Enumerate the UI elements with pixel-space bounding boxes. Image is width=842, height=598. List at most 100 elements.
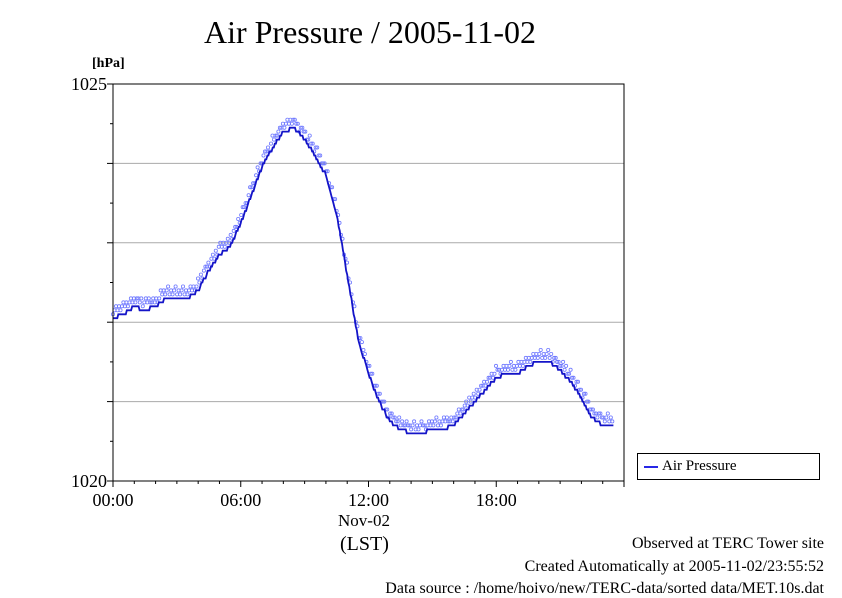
data-point (255, 165, 260, 170)
data-point (148, 300, 153, 305)
data-point (564, 363, 569, 368)
data-point (555, 359, 560, 364)
data-point (377, 391, 382, 396)
data-point (556, 359, 561, 364)
data-point (382, 399, 387, 404)
data-point (303, 129, 308, 134)
data-point (546, 347, 551, 352)
data-point (547, 355, 552, 360)
data-point (565, 371, 570, 376)
data-point (243, 201, 248, 206)
footer-observed: Observed at TERC Tower site (631, 535, 824, 552)
data-point (412, 419, 417, 424)
data-point (596, 411, 601, 416)
data-point (416, 427, 421, 432)
data-point (453, 415, 458, 420)
data-point (225, 236, 230, 241)
data-point (313, 145, 318, 150)
x-tick-label: 00:00 (92, 490, 133, 510)
data-point (486, 375, 491, 380)
data-point (251, 181, 256, 186)
data-point (262, 149, 267, 154)
data-point (249, 185, 254, 190)
data-point (318, 153, 323, 158)
data-point (450, 419, 455, 424)
data-point (294, 121, 299, 126)
data-point (210, 252, 215, 257)
data-point (559, 363, 564, 368)
data-point (179, 288, 184, 293)
data-point (401, 423, 406, 428)
data-point (452, 415, 457, 420)
data-point (610, 419, 615, 424)
data-point (438, 423, 443, 428)
data-point (231, 228, 236, 233)
data-point (137, 300, 142, 305)
data-point (291, 117, 296, 122)
data-point (301, 129, 306, 134)
data-point (140, 304, 145, 309)
data-point (180, 284, 185, 289)
y-tick-label: 1025 (71, 74, 107, 94)
data-point (605, 411, 610, 416)
data-point (583, 391, 588, 396)
x-tick-label: 06:00 (220, 490, 261, 510)
data-point (602, 419, 607, 424)
data-point (374, 383, 379, 388)
data-point (310, 141, 315, 146)
observation-points (111, 117, 615, 432)
data-point (203, 264, 208, 269)
data-point (406, 423, 411, 428)
data-point (538, 347, 543, 352)
data-point (233, 224, 238, 229)
data-point (228, 232, 233, 237)
data-point (520, 363, 525, 368)
data-point (239, 212, 244, 217)
data-point (553, 355, 558, 360)
data-point (125, 304, 130, 309)
data-point (477, 387, 482, 392)
data-point (599, 415, 604, 420)
data-point (265, 145, 270, 150)
x-tick-label: 18:00 (476, 490, 517, 510)
axis-ticks: 00:00 06:00 12:00 18:00 1020 1025 (71, 74, 625, 510)
data-point (367, 363, 372, 368)
data-point (397, 415, 402, 420)
data-point (459, 407, 464, 412)
data-point (404, 419, 409, 424)
data-point (528, 359, 533, 364)
data-point (395, 419, 400, 424)
data-point (194, 284, 199, 289)
data-point (537, 351, 542, 356)
data-point (248, 185, 253, 190)
data-point (359, 340, 364, 345)
data-point (595, 415, 600, 420)
data-point (236, 216, 241, 221)
data-point (195, 276, 200, 281)
data-point (571, 375, 576, 380)
data-point (568, 367, 573, 372)
data-point (543, 355, 548, 360)
data-point (173, 284, 178, 289)
legend: Air Pressure (637, 453, 820, 480)
data-point (273, 133, 278, 138)
data-point (309, 141, 314, 146)
y-unit-label: [hPa] (92, 56, 125, 71)
data-point (544, 351, 549, 356)
data-point (479, 383, 484, 388)
data-point (362, 351, 367, 356)
y-tick-label: 1020 (71, 471, 107, 491)
data-point (261, 153, 266, 158)
data-point (295, 121, 300, 126)
data-point (444, 415, 449, 420)
x-zone-label: (LST) (340, 533, 389, 555)
data-point (282, 125, 287, 130)
data-point (579, 387, 584, 392)
data-point (495, 367, 500, 372)
data-point (394, 419, 399, 424)
data-point (172, 288, 177, 293)
data-point (400, 419, 405, 424)
data-point (178, 292, 183, 297)
data-point (276, 129, 281, 134)
data-point (134, 296, 139, 301)
